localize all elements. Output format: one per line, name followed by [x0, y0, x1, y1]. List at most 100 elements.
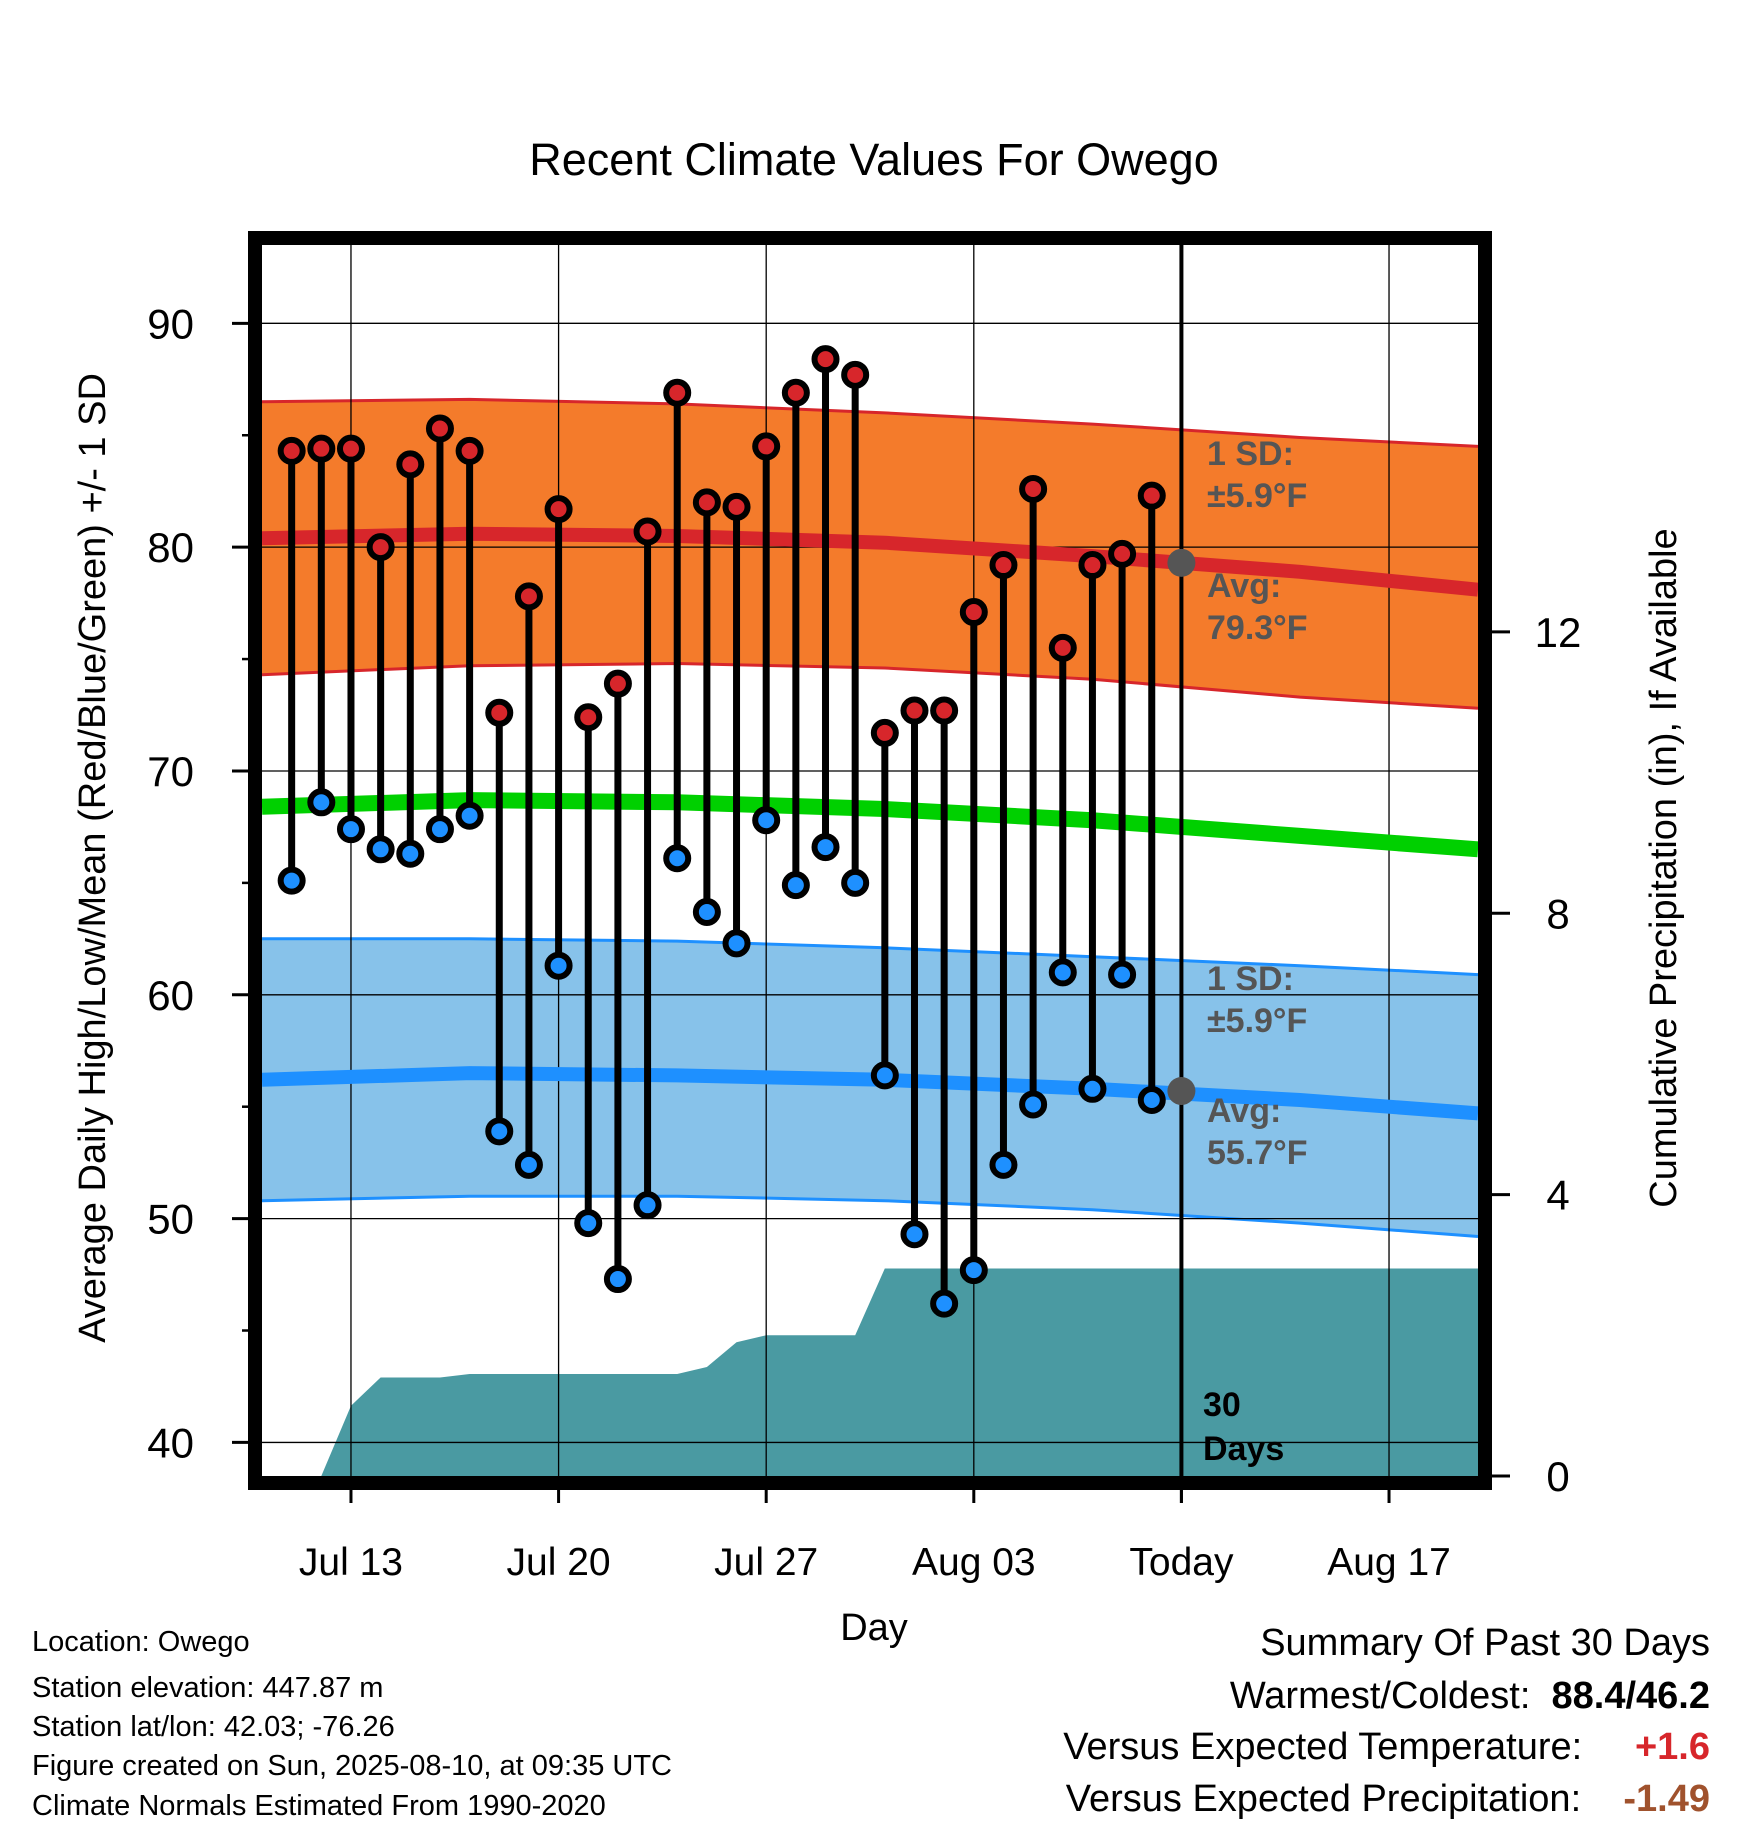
high-temp-point: [574, 703, 603, 732]
high-temp-point: [336, 434, 365, 463]
low-temp-point: [959, 1256, 988, 1285]
low-temp-point: [1137, 1085, 1166, 1114]
y2-tick-label: 12: [1535, 609, 1582, 656]
high-temp-point: [870, 718, 899, 747]
y2-tick-label: 8: [1546, 890, 1569, 937]
high-temp-point: [485, 698, 514, 727]
low-temp-point: [396, 839, 425, 868]
summary-warm-cold: Warmest/Coldest: 88.4/46.2: [1230, 1675, 1710, 1718]
high-temp-point: [425, 414, 454, 443]
y-tick-label: 80: [147, 524, 194, 571]
today-low-avg-marker: [1167, 1077, 1196, 1106]
high-temp-point: [544, 495, 573, 524]
precip-period-line1: 30: [1203, 1386, 1241, 1424]
low-temp-point: [870, 1061, 899, 1090]
low-temp-point: [752, 806, 781, 835]
temp-value: +1.6: [1634, 1726, 1710, 1768]
x-tick-label: Aug 17: [1327, 1541, 1451, 1584]
summary-precip: Versus Expected Precipitation: -1.49: [1066, 1778, 1710, 1821]
precip-label: Versus Expected Precipitation:: [1065, 1778, 1582, 1820]
low-temp-point: [900, 1220, 929, 1249]
y-axis-label: Average Daily High/Low/Mean (Red/Blue/Gr…: [72, 373, 114, 1343]
precip-area: [321, 1268, 1478, 1476]
normals-period: Climate Normals Estimated From 1990-2020: [32, 1790, 606, 1822]
high-temp-point: [781, 378, 810, 407]
low-temp-point: [544, 951, 573, 980]
x-tick-label: Jul 27: [714, 1541, 818, 1584]
low-sd-lower-line: [261, 1194, 1479, 1238]
high-temp-point: [900, 696, 929, 725]
low-temp-point: [930, 1289, 959, 1318]
y-tick-label: 70: [147, 748, 194, 795]
high-temp-point: [752, 432, 781, 461]
high-temp-point: [1019, 474, 1048, 503]
high-temp-point: [277, 436, 306, 465]
station-elevation: Station elevation: 447.87 m: [32, 1672, 384, 1704]
low-temp-point: [366, 835, 395, 864]
x-tick-label: Aug 03: [912, 1541, 1036, 1584]
high-temp-point: [1078, 551, 1107, 580]
low-sd-band: [262, 938, 1478, 1237]
high-sd-band: [262, 399, 1478, 709]
station-location: Location: Owego: [32, 1626, 250, 1658]
summary-temp: Versus Expected Temperature: +1.6: [1063, 1726, 1710, 1769]
high-temp-point: [514, 582, 543, 611]
plot-frame: [248, 231, 1492, 1490]
summary-heading: Summary Of Past 30 Days: [1260, 1622, 1710, 1664]
low-temp-point: [336, 815, 365, 844]
low-temp-point: [663, 844, 692, 873]
figure-created: Figure created on Sun, 2025-08-10, at 09…: [32, 1750, 672, 1782]
x-tick-label: Jul 13: [299, 1541, 403, 1584]
high-temp-point: [633, 517, 662, 546]
high-sd-value: ±5.9°F: [1207, 477, 1307, 515]
high-temp-point: [1048, 633, 1077, 662]
low-temp-point: [603, 1265, 632, 1294]
low-temp-point: [633, 1191, 662, 1220]
low-temp-point: [425, 815, 454, 844]
high-temp-point: [930, 696, 959, 725]
low-temp-point: [692, 897, 721, 926]
low-avg-value: 55.7°F: [1207, 1134, 1308, 1172]
high-temp-point: [959, 598, 988, 627]
low-temp-point: [1078, 1074, 1107, 1103]
y-tick-label: 90: [147, 300, 194, 347]
warm-cold-label: Warmest/Coldest:: [1229, 1675, 1531, 1717]
high-temp-point: [307, 434, 336, 463]
high-temp-point: [663, 378, 692, 407]
low-temp-point: [811, 833, 840, 862]
low-temp-point: [989, 1150, 1018, 1179]
high-avg-label: Avg:: [1207, 567, 1281, 605]
low-temp-point: [841, 868, 870, 897]
high-sd-upper-line: [261, 397, 1479, 448]
low-temp-point: [1048, 958, 1077, 987]
y2-tick-label: 4: [1546, 1172, 1569, 1219]
high-temp-point: [692, 488, 721, 517]
chart-title: Recent Climate Values For Owego: [529, 134, 1218, 185]
low-temp-point: [307, 788, 336, 817]
low-avg-label: Avg:: [1207, 1092, 1281, 1130]
low-sd-label: 1 SD:: [1207, 960, 1294, 998]
x-tick-label: Today: [1129, 1541, 1234, 1584]
low-temp-point: [722, 929, 751, 958]
high-temp-point: [603, 669, 632, 698]
warm-cold-value: 88.4/46.2: [1551, 1675, 1710, 1717]
y2-tick-label: 0: [1546, 1453, 1569, 1500]
low-temp-point: [455, 801, 484, 830]
high-temp-point: [811, 345, 840, 374]
high-temp-point: [455, 436, 484, 465]
x-axis-label: Day: [840, 1607, 908, 1649]
high-temp-point: [396, 450, 425, 479]
low-temp-point: [277, 866, 306, 895]
high-avg-value: 79.3°F: [1207, 609, 1308, 647]
y2-axis-label: Cumulative Precipitation (in), If Availa…: [1643, 528, 1685, 1207]
low-temp-point: [1019, 1090, 1048, 1119]
low-temp-point: [1108, 960, 1137, 989]
y-tick-label: 50: [147, 1196, 194, 1243]
high-temp-point: [366, 533, 395, 562]
low-temp-point: [574, 1209, 603, 1238]
y-tick-label: 40: [147, 1419, 194, 1466]
today-high-avg-marker: [1167, 548, 1196, 577]
precip-value: -1.49: [1623, 1778, 1710, 1820]
temp-label: Versus Expected Temperature:: [1063, 1726, 1583, 1768]
